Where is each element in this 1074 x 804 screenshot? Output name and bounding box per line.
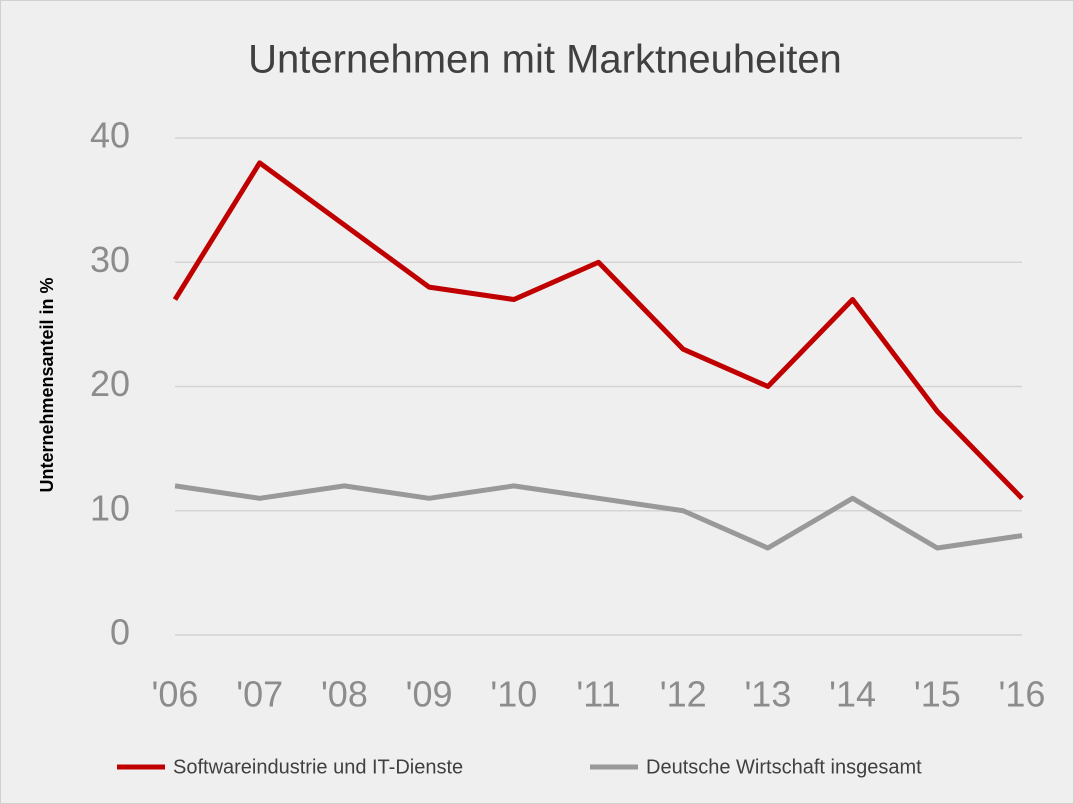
y-tick-label: 0	[110, 612, 130, 653]
x-tick-label: '09	[406, 674, 453, 715]
y-tick-label: 10	[90, 487, 130, 528]
x-tick-label: '13	[744, 674, 791, 715]
x-tick-label: '11	[576, 674, 620, 715]
legend-label: Softwareindustrie und IT-Dienste	[173, 756, 463, 778]
y-tick-label: 30	[90, 239, 130, 280]
x-tick-label: '10	[490, 674, 537, 715]
y-tick-label: 20	[90, 363, 130, 404]
series-line	[174, 483, 1023, 551]
x-tick-label: '16	[999, 674, 1046, 715]
x-tick-label: '07	[236, 674, 283, 715]
series-line	[172, 160, 1024, 501]
x-tick-label: '12	[660, 674, 707, 715]
y-tick-label: 40	[90, 115, 130, 156]
y-axis-label: Unternehmensanteil in %	[37, 277, 57, 492]
chart-title: Unternehmen mit Marktneuheiten	[248, 38, 842, 82]
x-tick-label: '15	[914, 674, 961, 715]
x-tick-label: '06	[152, 674, 199, 715]
x-tick-label: '08	[321, 674, 368, 715]
legend-label: Deutsche Wirtschaft insgesamt	[646, 756, 922, 778]
x-tick-label: '14	[829, 674, 876, 715]
